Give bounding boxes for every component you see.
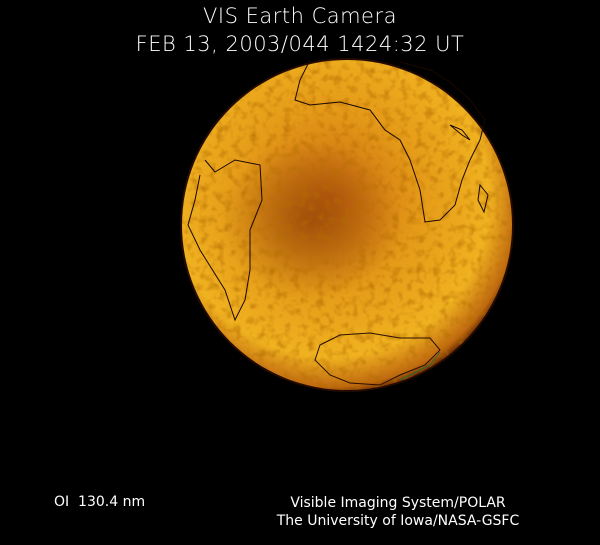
coastline-outlines bbox=[187, 59, 489, 386]
credits: Visible Imaging System/POLAR The Univers… bbox=[252, 494, 544, 530]
instrument-label: Visible Imaging System/POLAR bbox=[290, 495, 506, 511]
wavelength-label: OI 130.4 nm bbox=[54, 494, 146, 510]
institution-label: The University of Iowa/NASA-GSFC bbox=[276, 513, 520, 529]
image-title: VIS Earth Camera bbox=[203, 4, 397, 28]
image-timestamp: FEB 13, 2003/044 1424:32 UT bbox=[135, 32, 465, 56]
